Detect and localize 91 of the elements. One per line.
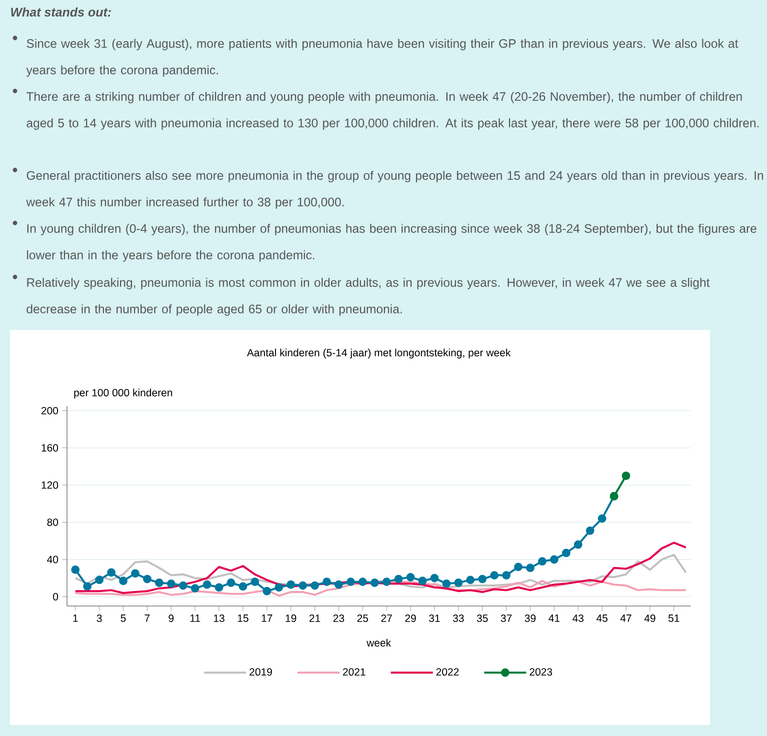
x-axis-title: week (366, 638, 392, 647)
legend-label: 2021 (343, 668, 366, 676)
point (430, 574, 439, 582)
point (298, 581, 308, 590)
point (95, 576, 104, 584)
x-tick-label: 7 (144, 614, 150, 622)
x-tick-label: 19 (286, 614, 296, 622)
x-tick-label: 39 (524, 614, 536, 622)
text: In young children (0-4 years), the number of pneumonias has been increasing since week 38 (18-24 September), but the figures are lower than in the years before the corona pandemic. (27, 224, 756, 262)
x-tick-label: 21 (309, 614, 320, 622)
y-tick-label: 80 (47, 518, 58, 526)
point (586, 526, 594, 535)
point (574, 540, 582, 549)
point (131, 569, 140, 578)
point (166, 579, 176, 588)
text: Since week 31 (early August), more patients with pneumonia have been visiting their GP than in previous years. We also look at years before the corona pandemic. (26, 38, 738, 77)
x-tick-label: 51 (668, 614, 680, 622)
point (550, 555, 558, 564)
legend-label: 2023 (530, 668, 552, 676)
point (310, 581, 319, 590)
point (250, 578, 260, 586)
point (190, 584, 200, 593)
point (83, 582, 92, 591)
point (598, 514, 606, 523)
x-tick-label: 35 (476, 614, 488, 622)
point (442, 579, 451, 588)
point (370, 578, 379, 587)
point (274, 583, 284, 592)
point (466, 576, 475, 584)
legend-label: 2022 (436, 668, 459, 676)
x-tick-label: 41 (548, 614, 560, 622)
y-tick-label: 120 (42, 481, 58, 489)
point (490, 571, 499, 580)
x-tick-label: 1 (73, 614, 78, 622)
point (238, 582, 248, 591)
x-tick-label: 43 (572, 614, 584, 622)
text: What stands out: (11, 7, 111, 17)
y-tick-label: 0 (53, 592, 58, 600)
point (394, 574, 403, 584)
x-tick-label: 45 (596, 614, 608, 622)
x-tick-label: 5 (120, 614, 126, 622)
point (334, 580, 343, 589)
legend-label: 2019 (250, 668, 272, 676)
x-tick-label: 33 (452, 614, 464, 622)
y-tick-label: 200 (41, 406, 58, 414)
point (322, 578, 331, 586)
point (202, 580, 212, 589)
point (454, 578, 463, 587)
point (262, 586, 272, 596)
point (154, 578, 164, 587)
x-tick-label: 29 (405, 614, 416, 622)
point (562, 548, 570, 558)
text: General practitioners also see more pneumonia in the group of young people between 15 and 24 years old than in previous years. In week 47 this number increased further to 38 per 100,000. (26, 170, 764, 209)
x-tick-label: 27 (381, 614, 392, 622)
x-tick-label: 15 (238, 614, 248, 622)
x-tick-label: 47 (620, 614, 632, 622)
point (406, 572, 415, 582)
point (214, 583, 224, 592)
point (382, 578, 391, 586)
x-tick-label: 25 (357, 614, 368, 622)
point (143, 574, 152, 584)
point (502, 571, 511, 580)
point (514, 562, 522, 572)
point (346, 578, 355, 586)
x-tick-label: 31 (429, 614, 440, 622)
point (178, 581, 188, 590)
point (538, 557, 546, 566)
text: There are a striking number of children and young people with pneumonia. In week 47 (20-26 November), the number of children aged 5 to 14 years with pneumonia increased to 130 per 100,000 children. At its peak last year, there were 58 per 100,000 children. (26, 92, 759, 130)
point (622, 472, 630, 480)
point (526, 564, 534, 572)
point (107, 568, 116, 577)
point (71, 566, 80, 574)
point (478, 574, 487, 584)
point (286, 580, 296, 589)
chart-title: Aantal kinderen (5-14 jaar) met longontsteking, per week (246, 348, 511, 358)
point (119, 576, 128, 586)
x-tick-label: 23 (333, 614, 344, 622)
text: Relatively speaking, pneumonia is most common in older adults, as in previous years. However, in week 47 we see a slight decrease in the number of people aged 65 or older with pneumonia. (26, 278, 710, 316)
x-tick-label: 13 (214, 614, 224, 622)
x-tick-label: 9 (168, 614, 174, 622)
x-tick-label: 17 (262, 614, 272, 622)
point (226, 578, 236, 587)
y-axis-title: per 100 000 kinderen (74, 388, 172, 398)
x-tick-label: 49 (644, 614, 656, 622)
y-tick-label: 40 (47, 556, 58, 564)
x-tick-label: 11 (190, 614, 200, 622)
x-tick-label: 37 (500, 614, 512, 622)
point (418, 576, 427, 586)
point (358, 578, 367, 586)
y-tick-label: 160 (42, 444, 58, 452)
x-tick-label: 3 (96, 614, 102, 622)
